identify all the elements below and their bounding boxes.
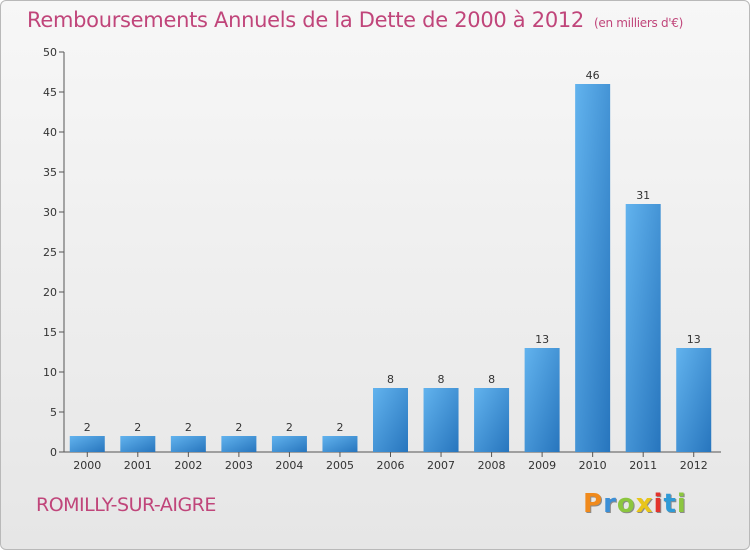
x-tick-label: 2003	[225, 459, 253, 472]
x-tick-label: 2002	[174, 459, 202, 472]
y-tick-label: 50	[43, 46, 57, 59]
x-tick-label: 2012	[680, 459, 708, 472]
value-label: 2	[336, 421, 343, 434]
value-label: 2	[185, 421, 192, 434]
bar	[676, 348, 712, 452]
bar	[120, 436, 156, 452]
logo-letter: i	[676, 489, 687, 519]
x-tick-label: 2001	[124, 459, 152, 472]
bar	[322, 436, 358, 452]
value-label: 2	[235, 421, 242, 434]
proxiti-logo: Proxiti	[583, 489, 687, 519]
bar	[69, 436, 105, 452]
logo-letter: x	[635, 489, 654, 519]
y-tick-label: 20	[43, 286, 57, 299]
bar	[474, 388, 510, 452]
bar	[170, 436, 206, 452]
chart-title: Remboursements Annuels de la Dette de 20…	[27, 8, 683, 32]
y-tick-label: 10	[43, 366, 57, 379]
bar	[373, 388, 408, 452]
bar	[625, 204, 661, 452]
value-label: 46	[586, 69, 600, 82]
value-label: 13	[535, 333, 549, 346]
title-text: Remboursements Annuels de la Dette de 20…	[27, 8, 584, 32]
value-label: 13	[687, 333, 701, 346]
logo-letter: P	[583, 489, 604, 519]
bar	[221, 436, 257, 452]
logo-letter: i	[653, 489, 664, 519]
logo-letter: o	[616, 489, 636, 519]
x-tick-label: 2006	[377, 459, 405, 472]
x-tick-label: 2010	[579, 459, 607, 472]
y-tick-label: 5	[50, 406, 57, 419]
value-label: 31	[636, 189, 650, 202]
logo-letter: t	[663, 489, 677, 519]
value-label: 2	[84, 421, 91, 434]
x-tick-label: 2008	[478, 459, 506, 472]
y-tick-label: 40	[43, 126, 57, 139]
value-label: 8	[488, 373, 495, 386]
x-tick-label: 2005	[326, 459, 354, 472]
y-tick-label: 25	[43, 246, 57, 259]
x-tick-label: 2000	[73, 459, 101, 472]
title-unit: (en milliers d'€)	[594, 16, 684, 30]
x-tick-label: 2009	[528, 459, 556, 472]
commune-name: ROMILLY-SUR-AIGRE	[36, 494, 216, 516]
bar	[271, 436, 307, 452]
bar	[575, 84, 611, 452]
y-tick-label: 45	[43, 86, 57, 99]
logo-letter: r	[603, 489, 617, 519]
x-tick-label: 2007	[427, 459, 455, 472]
value-label: 2	[134, 421, 141, 434]
value-label: 2	[286, 421, 293, 434]
x-tick-label: 2004	[275, 459, 303, 472]
bar	[423, 388, 459, 452]
y-tick-label: 35	[43, 166, 57, 179]
value-label: 8	[438, 373, 445, 386]
x-tick-label: 2011	[629, 459, 657, 472]
y-tick-label: 15	[43, 326, 57, 339]
value-label: 8	[387, 373, 394, 386]
bar	[524, 348, 560, 452]
y-tick-label: 0	[50, 446, 57, 459]
y-tick-label: 30	[43, 206, 57, 219]
